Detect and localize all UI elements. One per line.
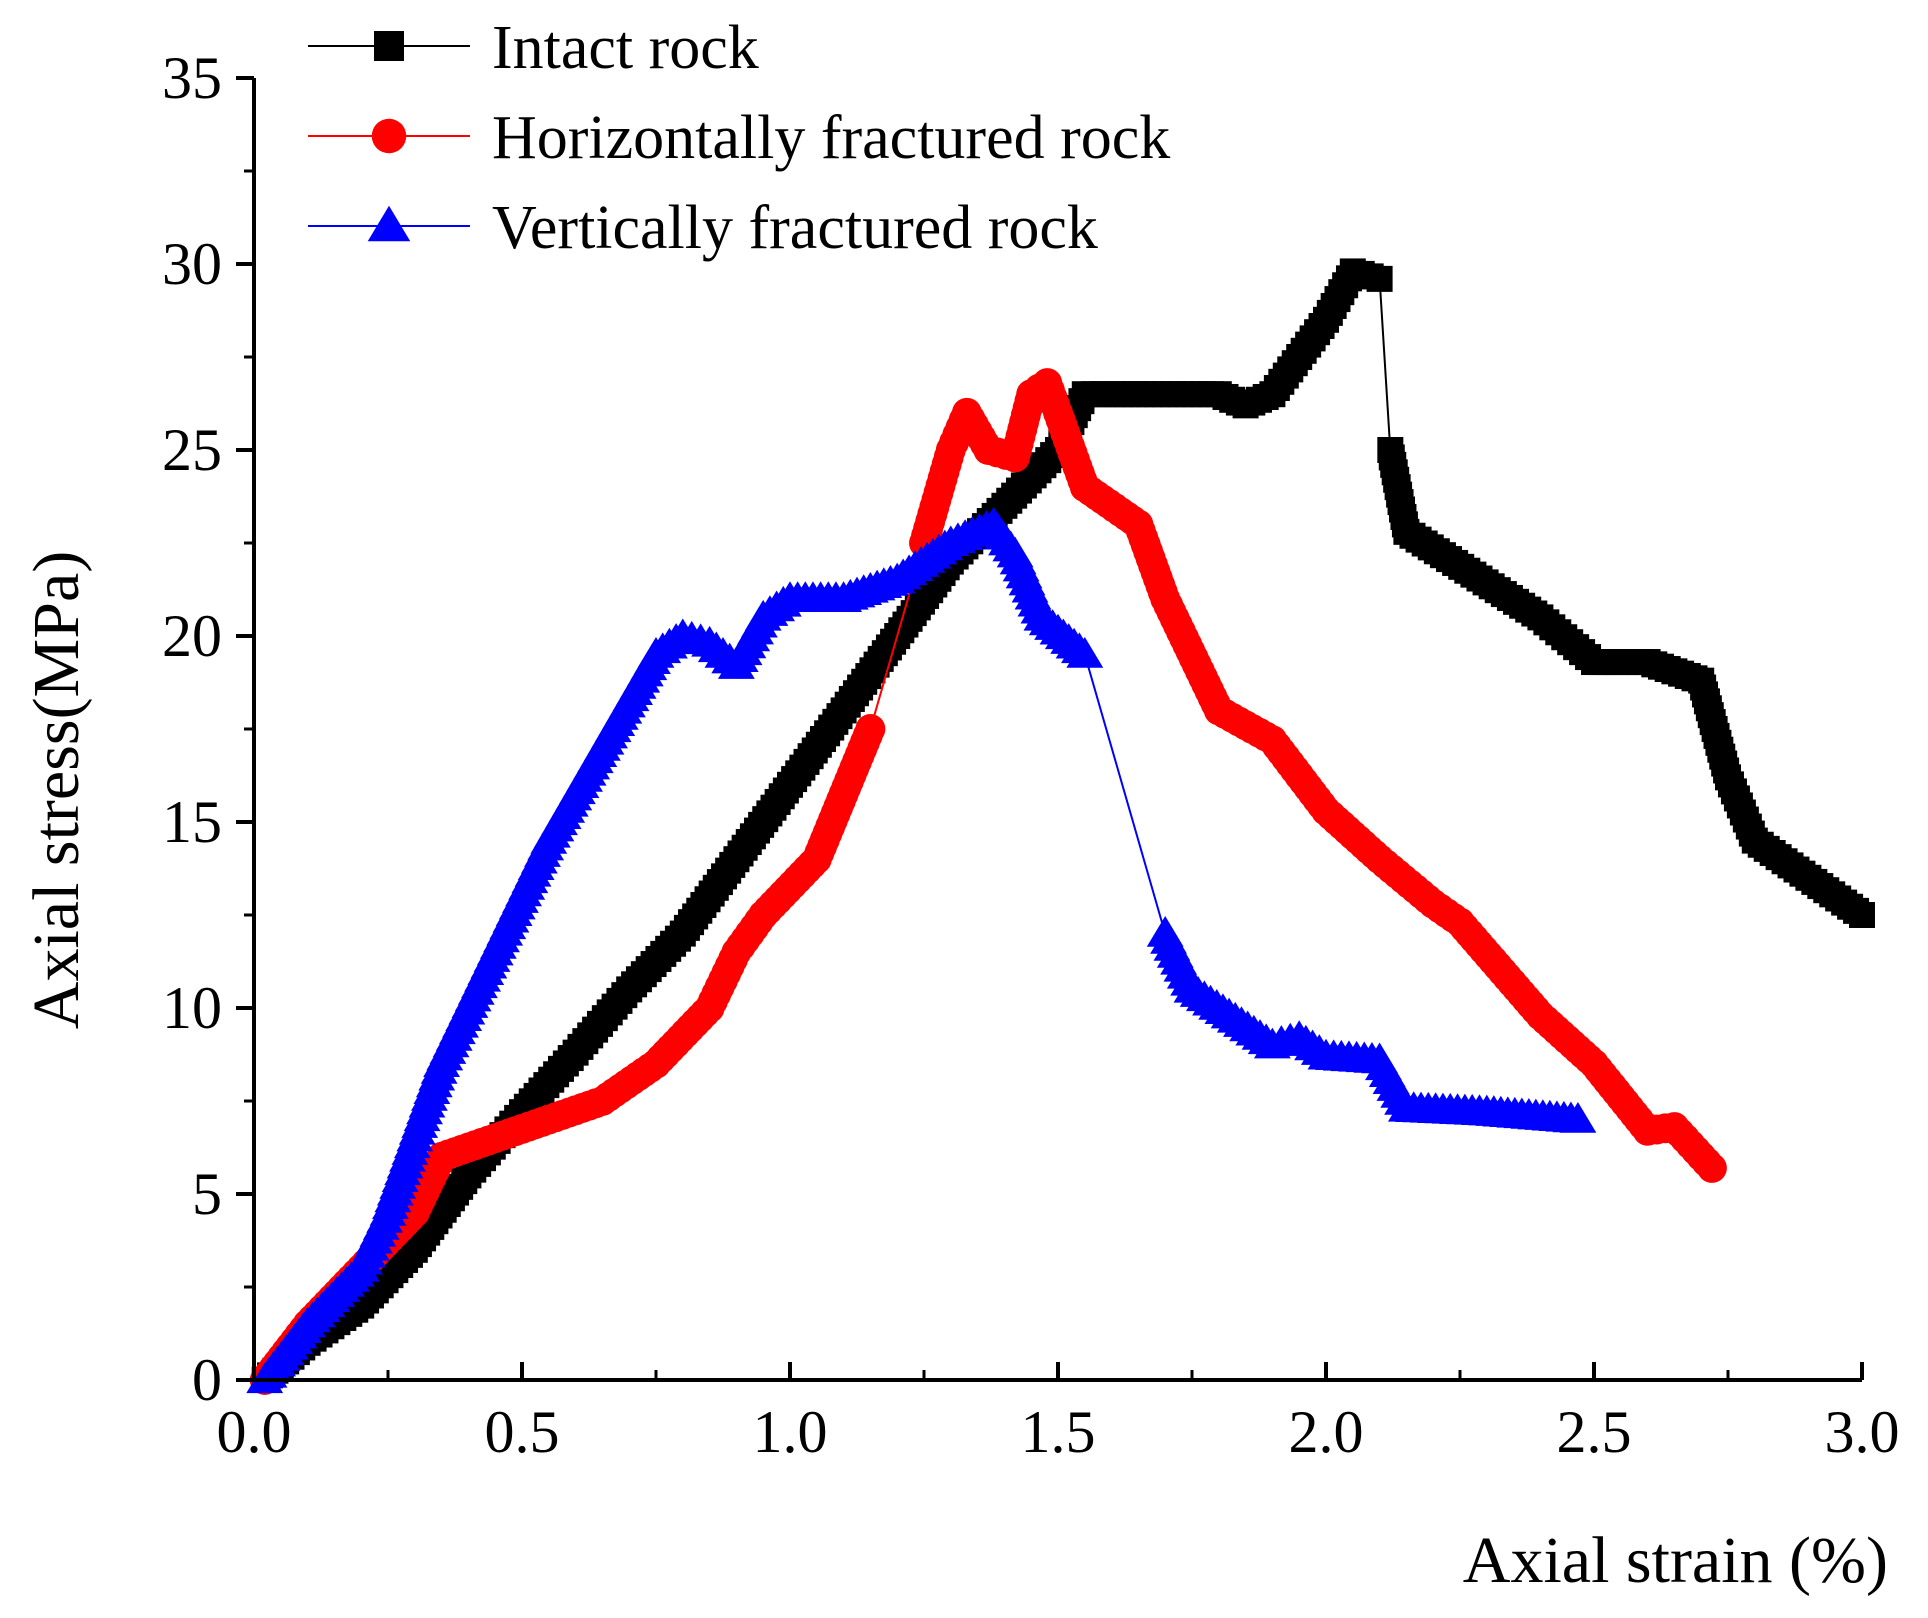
- x-tick-label: 2.5: [1557, 1399, 1632, 1465]
- legend-label: Intact rock: [492, 14, 759, 82]
- series-2: [246, 506, 1597, 1394]
- data-point: [1066, 637, 1104, 668]
- y-tick-label: 20: [162, 603, 222, 669]
- y-tick-label: 25: [162, 417, 222, 483]
- legend-label: Horizontally fractured rock: [492, 104, 1170, 172]
- x-tick-label: 2.0: [1289, 1399, 1364, 1465]
- data-point: [1366, 265, 1393, 292]
- legend-entry-2: Vertically fractured rock: [308, 194, 1098, 262]
- data-point: [855, 714, 886, 744]
- legend-entry-1: Horizontally fractured rock: [308, 104, 1170, 172]
- x-tick-label: 0.0: [217, 1399, 292, 1465]
- legend-label: Vertically fractured rock: [492, 194, 1098, 262]
- y-tick-label: 10: [162, 975, 222, 1041]
- legend-entry-0: Intact rock: [308, 14, 759, 82]
- y-tick-label: 0: [192, 1347, 222, 1413]
- x-tick-label: 1.5: [1021, 1399, 1096, 1465]
- y-tick-label: 5: [192, 1161, 222, 1227]
- legend: Intact rock Horizontally fractured rock Ve…: [308, 14, 1170, 262]
- series-1: [249, 368, 1727, 1395]
- x-tick-label: 1.0: [753, 1399, 828, 1465]
- y-axis-title: Axial stress(MPa): [20, 551, 93, 1029]
- x-tick-label: 3.0: [1825, 1399, 1900, 1465]
- data-point: [1849, 902, 1875, 928]
- ticks: 0.0 0.5 1.0 1.5 2.0 2.5 3.0 0 5 10 15 20 25 30 35: [162, 45, 1900, 1465]
- axes: [252, 78, 1862, 1382]
- data-point: [1559, 1102, 1597, 1133]
- legend-marker: [371, 118, 407, 154]
- legend-marker: [374, 31, 404, 61]
- data-point: [1696, 1153, 1727, 1183]
- y-tick-label: 35: [162, 45, 222, 111]
- series-line: [263, 523, 1578, 1381]
- plot-series: [246, 258, 1875, 1395]
- x-axis-title: Axial strain (%): [1463, 1524, 1888, 1597]
- legend-marker: [367, 205, 411, 242]
- y-tick-label: 15: [162, 789, 222, 855]
- y-tick-label: 30: [162, 231, 222, 297]
- x-tick-label: 0.5: [485, 1399, 560, 1465]
